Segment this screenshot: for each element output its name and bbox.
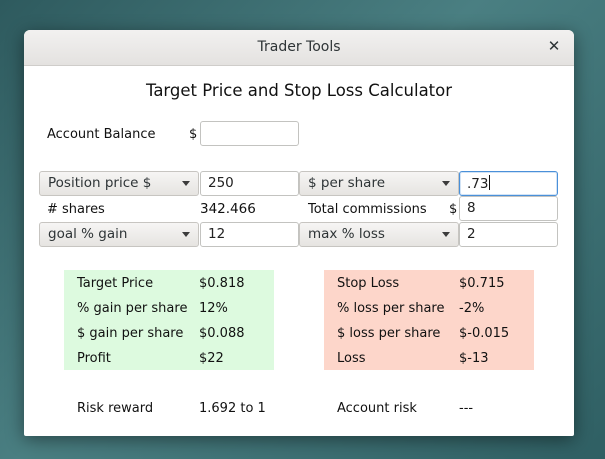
target-price-value: $0.818 <box>199 276 245 291</box>
max-loss-mode-label: max % loss <box>308 226 385 242</box>
target-price-label: Target Price <box>77 276 154 291</box>
per-share-input[interactable]: .73 <box>459 171 558 196</box>
stop-loss-value: $0.715 <box>459 276 505 291</box>
gain-percent-label: % gain per share <box>77 301 188 316</box>
commissions-currency-label: $ <box>449 202 458 217</box>
account-risk-label: Account risk <box>337 401 417 416</box>
loss-label: Loss <box>337 351 366 366</box>
per-share-value: .73 <box>467 176 489 192</box>
account-currency-label: $ <box>189 127 198 142</box>
max-loss-input[interactable]: 2 <box>459 222 558 247</box>
window-title: Trader Tools <box>257 39 341 55</box>
page-title: Target Price and Stop Loss Calculator <box>145 81 453 100</box>
gain-dollar-value: $0.088 <box>199 326 245 341</box>
goal-mode-label: goal % gain <box>48 226 128 242</box>
profit-value: $22 <box>199 351 224 366</box>
chevron-down-icon <box>442 181 450 186</box>
commissions-label: Total commissions <box>308 202 427 217</box>
goal-input[interactable]: 12 <box>200 222 299 247</box>
chevron-down-icon <box>182 232 190 237</box>
shares-label: # shares <box>47 202 105 217</box>
position-mode-label: Position price $ <box>48 175 152 191</box>
account-balance-input[interactable] <box>200 121 299 146</box>
chevron-down-icon <box>182 181 190 186</box>
title-bar[interactable]: Trader Tools ✕ <box>24 30 574 66</box>
loss-dollar-value: $-0.015 <box>459 326 510 341</box>
risk-reward-label: Risk reward <box>77 401 154 416</box>
stop-panel: Stop Loss $0.715 % loss per share -2% $ … <box>324 270 534 370</box>
app-window: Trader Tools ✕ Target Price and Stop Los… <box>24 30 574 436</box>
text-caret <box>489 175 491 190</box>
stop-loss-label: Stop Loss <box>337 276 400 291</box>
per-share-mode-label: $ per share <box>308 175 386 191</box>
loss-value: $-13 <box>459 351 489 366</box>
close-icon[interactable]: ✕ <box>547 37 561 55</box>
profit-label: Profit <box>77 351 111 366</box>
loss-dollar-label: $ loss per share <box>337 326 441 341</box>
commissions-input[interactable]: 8 <box>459 196 558 221</box>
gain-dollar-label: $ gain per share <box>77 326 184 341</box>
position-price-input[interactable]: 250 <box>200 171 299 196</box>
account-risk-value: --- <box>459 401 474 416</box>
shares-value: 342.466 <box>200 201 256 217</box>
target-panel: Target Price $0.818 % gain per share 12%… <box>64 270 274 370</box>
gain-percent-value: 12% <box>199 301 228 316</box>
loss-percent-value: -2% <box>459 301 485 316</box>
loss-percent-label: % loss per share <box>337 301 445 316</box>
goal-mode-select[interactable]: goal % gain <box>39 222 199 247</box>
chevron-down-icon <box>442 232 450 237</box>
per-share-mode-select[interactable]: $ per share <box>299 171 459 196</box>
max-loss-mode-select[interactable]: max % loss <box>299 222 459 247</box>
position-mode-select[interactable]: Position price $ <box>39 171 199 196</box>
risk-reward-value: 1.692 to 1 <box>199 401 266 416</box>
account-balance-label: Account Balance <box>47 127 156 142</box>
